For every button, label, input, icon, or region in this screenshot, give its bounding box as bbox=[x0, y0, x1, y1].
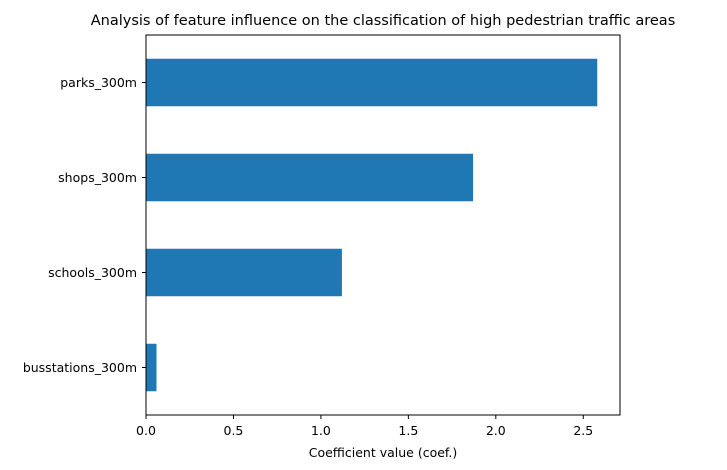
y-tick-label: busstations_300m bbox=[23, 360, 137, 375]
x-tick-label: 2.0 bbox=[486, 423, 506, 438]
bar-parks_300m bbox=[146, 58, 598, 107]
chart-title: Analysis of feature influence on the cla… bbox=[91, 13, 676, 29]
bar-busstations_300m bbox=[146, 343, 157, 392]
axes-frame bbox=[145, 34, 621, 416]
x-tick-label: 0.0 bbox=[136, 423, 156, 438]
x-tick-label: 1.0 bbox=[311, 423, 331, 438]
plot-area: parks_300m shops_300m schools_300m busstati… bbox=[23, 34, 621, 438]
y-tick-label: shops_300m bbox=[58, 170, 137, 185]
bar-shops_300m bbox=[146, 153, 474, 202]
x-tick-label: 1.5 bbox=[398, 423, 418, 438]
bar-schools_300m bbox=[146, 248, 342, 297]
y-tick-label: parks_300m bbox=[60, 75, 137, 90]
x-axis-label: Coefficient value (coef.) bbox=[309, 445, 458, 460]
x-tick-label: 0.5 bbox=[224, 423, 244, 438]
x-tick-label: 2.5 bbox=[573, 423, 593, 438]
y-tick-label: schools_300m bbox=[48, 265, 137, 280]
